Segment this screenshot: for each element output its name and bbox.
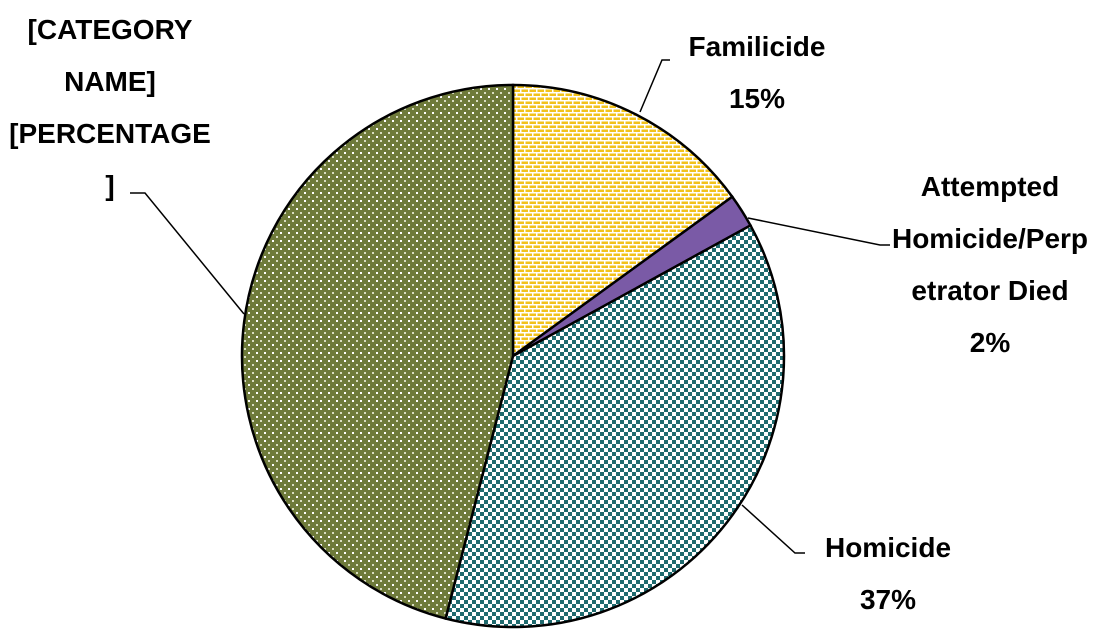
- pie-slice: [444, 223, 786, 629]
- pie: [240, 83, 786, 629]
- leader-line: [639, 59, 670, 113]
- leader-line: [747, 217, 890, 246]
- data-label: [CATEGORY NAME] [PERCENTAGE]: [8, 4, 213, 212]
- label-name: Attempted Homicide/Perpetrator Died: [891, 171, 1089, 306]
- label-value: 15%: [728, 83, 786, 114]
- label-name: Homicide: [824, 532, 952, 563]
- data-label: Homicide 37%: [773, 522, 1003, 626]
- label-value: [PERCENTAGE]: [9, 118, 211, 201]
- label-name: [CATEGORY NAME]: [27, 14, 193, 97]
- label-name: Familicide: [688, 31, 826, 62]
- label-value: 37%: [859, 584, 917, 615]
- leader-line: [130, 192, 245, 315]
- label-value: 2%: [969, 327, 1011, 358]
- pie-slice: [511, 83, 734, 359]
- data-label: Attempted Homicide/Perpetrator Died 2%: [890, 161, 1090, 369]
- pie-slice: [240, 83, 515, 621]
- leader-line: [741, 504, 805, 554]
- data-label: Familicide 15%: [642, 21, 872, 125]
